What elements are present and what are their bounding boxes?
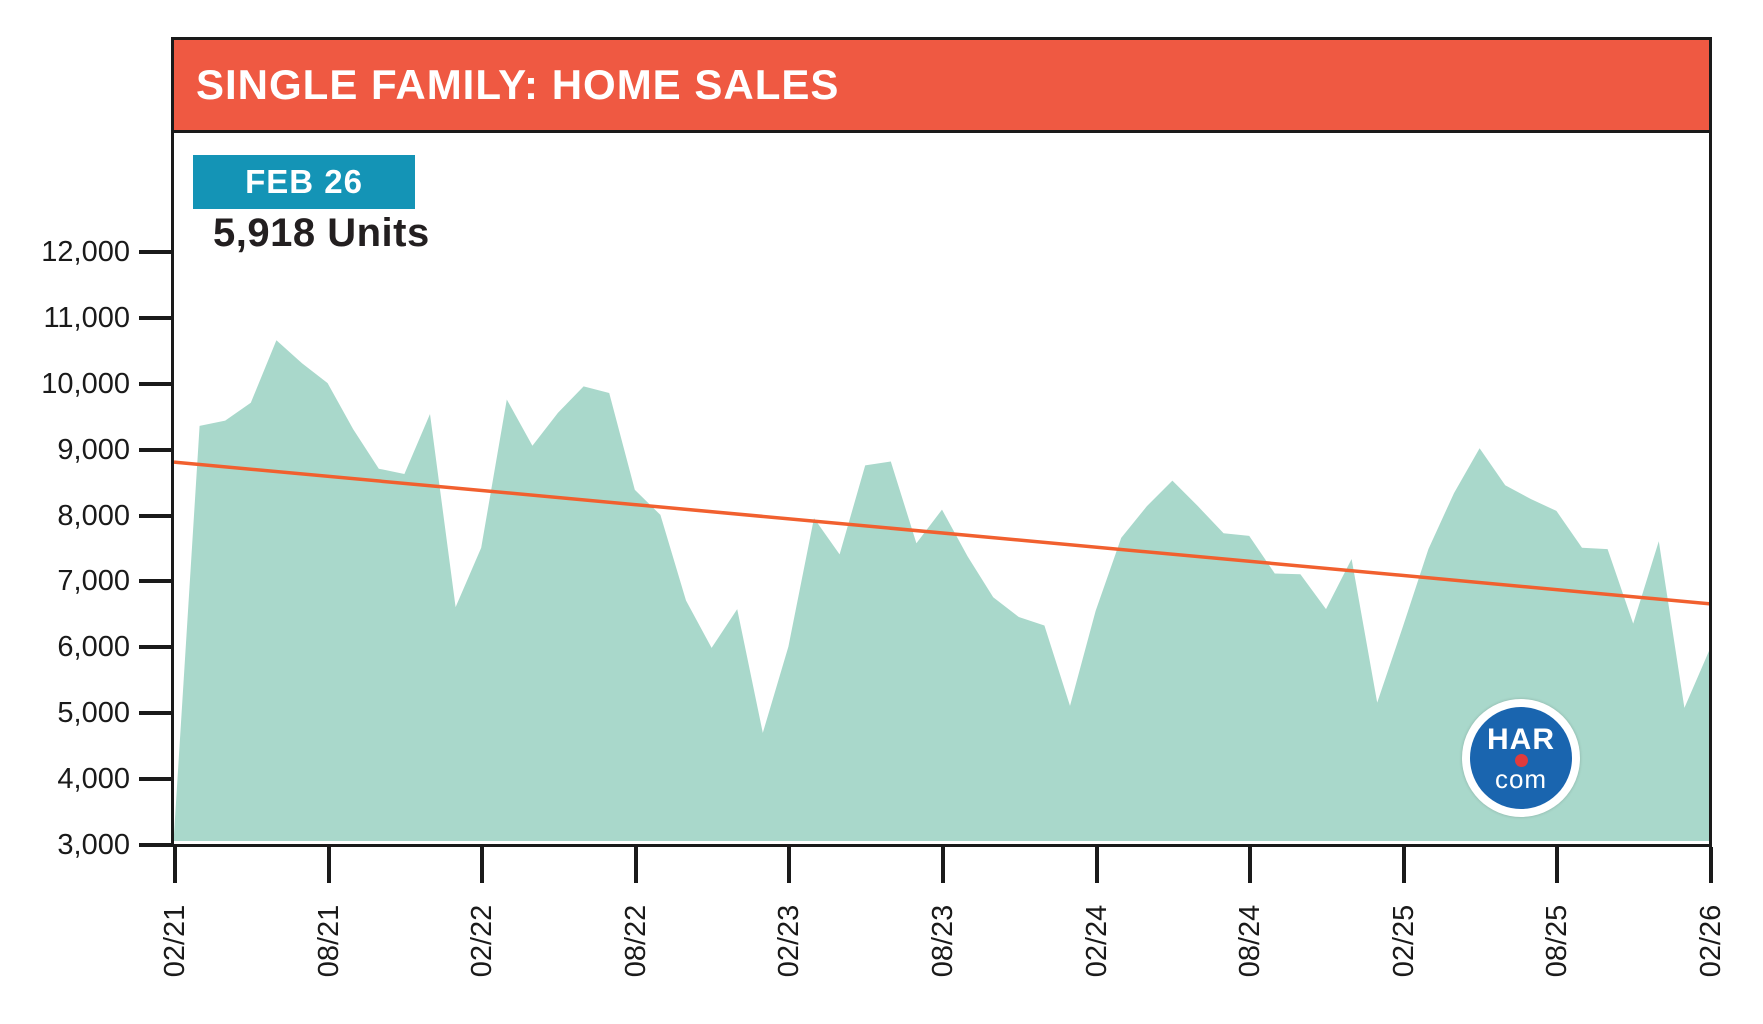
x-tick-label: 02/23	[773, 904, 806, 978]
x-tick	[1709, 847, 1713, 883]
y-tick-label: 8,000	[57, 499, 130, 532]
x-tick	[633, 847, 638, 883]
x-tick-label: 02/26	[1695, 904, 1727, 978]
units-value: 5,918 Units	[213, 211, 430, 255]
plot-area: FEB 26 5,918 Units HAR com	[174, 133, 1709, 841]
y-tick	[139, 777, 174, 782]
har-logo-red-dot-icon	[1514, 753, 1528, 767]
y-tick	[139, 315, 174, 320]
x-tick-label: 08/23	[927, 904, 959, 978]
y-tick	[139, 843, 174, 847]
x-tick-label: 08/25	[1541, 904, 1574, 978]
y-tick	[139, 579, 174, 584]
y-tick-label: 12,000	[41, 236, 130, 268]
period-badge: FEB 26	[193, 155, 415, 209]
y-tick-label: 9,000	[57, 433, 130, 466]
y-tick	[139, 250, 174, 254]
x-tick	[326, 847, 331, 883]
y-tick-label: 4,000	[57, 763, 130, 796]
x-tick	[480, 847, 485, 883]
y-tick-label: 3,000	[57, 829, 130, 861]
x-tick	[173, 847, 177, 883]
chart-header: SINGLE FAMILY: HOME SALES	[174, 40, 1709, 133]
x-tick	[941, 847, 945, 883]
x-tick	[1555, 847, 1560, 883]
x-tick-label: 08/21	[312, 904, 345, 978]
x-tick-label: 02/25	[1387, 904, 1420, 978]
chart-title: SINGLE FAMILY: HOME SALES	[196, 61, 840, 108]
x-tick-label: 02/22	[466, 904, 499, 978]
y-tick	[139, 381, 174, 386]
x-tick-label: 02/21	[159, 904, 191, 978]
x-tick-label: 08/22	[619, 904, 652, 978]
y-tick-label: 6,000	[57, 631, 130, 664]
chart-card: SINGLE FAMILY: HOME SALES FEB 26 5,918 U…	[171, 37, 1712, 847]
y-tick-label: 7,000	[57, 565, 130, 598]
sales-area-chart	[174, 340, 1709, 841]
sales-area-series	[174, 340, 1709, 841]
trend-line	[174, 460, 1709, 606]
y-tick-label: 11,000	[43, 301, 130, 334]
y-tick	[139, 711, 174, 716]
har-logo-com-text: com	[1494, 763, 1548, 794]
x-tick	[787, 847, 792, 883]
y-tick	[139, 645, 174, 650]
har-logo-text: HAR	[1487, 722, 1555, 756]
y-tick-label: 5,000	[57, 697, 130, 730]
x-tick	[1094, 847, 1099, 883]
x-tick-label: 02/24	[1080, 904, 1113, 978]
x-tick	[1401, 847, 1406, 883]
y-tick	[139, 513, 174, 518]
har-logo-circle: HAR com	[1470, 707, 1572, 809]
har-com-logo: HAR com	[1462, 699, 1580, 817]
y-tick	[139, 447, 174, 452]
x-tick-label: 08/24	[1234, 904, 1267, 978]
y-tick-label: 10,000	[41, 367, 130, 400]
x-tick	[1248, 847, 1253, 883]
